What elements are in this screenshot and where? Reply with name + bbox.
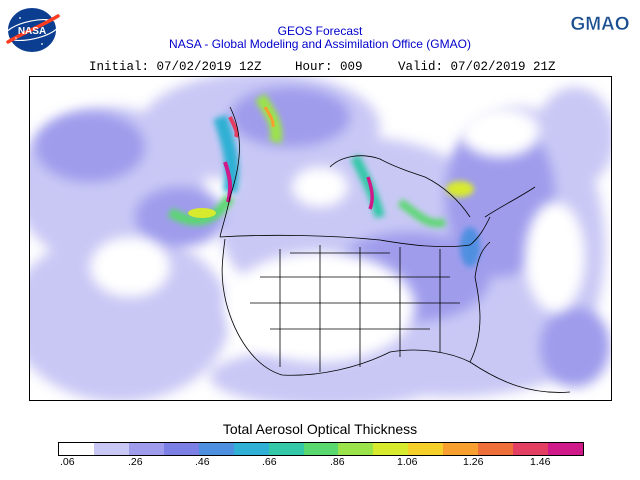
colorbar-swatch: [443, 443, 479, 455]
colorbar: [58, 442, 584, 456]
colorbar-tick-label: .06: [60, 456, 75, 468]
initial-time: Initial: 07/02/2019 12Z: [89, 60, 262, 74]
forecast-title: GEOS Forecast: [277, 24, 363, 38]
forecast-hour: Hour: 009: [295, 60, 363, 74]
organization-subtitle: NASA - Global Modeling and Assimilation …: [169, 37, 471, 51]
colorbar-swatch: [163, 443, 200, 455]
aerosol-field: [30, 77, 611, 400]
colorbar-swatch: [268, 443, 305, 455]
colorbar-tick-label: .46: [195, 456, 210, 468]
colorbar-tick-label: 1.46: [530, 456, 551, 468]
colorbar-swatch: [128, 443, 165, 455]
colorbar-tick-label: .26: [128, 456, 143, 468]
colorbar-tick-label: 1.26: [463, 456, 484, 468]
colorbar-swatch: [408, 443, 444, 455]
colorbar-swatch: [233, 443, 270, 455]
colorbar-tick-label: .86: [330, 456, 345, 468]
colorbar-swatch: [373, 443, 409, 455]
colorbar-tick-label: .66: [262, 456, 277, 468]
gmao-logo-text: GMAO: [570, 14, 629, 35]
colorbar-swatch: [338, 443, 374, 455]
nasa-logo-text: NASA: [18, 26, 46, 37]
colorbar-swatch: [478, 443, 514, 455]
colorbar-tick-label: 1.06: [397, 456, 418, 468]
gmao-logo: GMAO: [570, 14, 630, 35]
nasa-logo: NASA: [4, 8, 60, 52]
colorbar-title: Total Aerosol Optical Thickness: [222, 421, 418, 437]
colorbar-ticks: .06 .26 .46 .66 .86 1.06 1.26 1.46: [0, 456, 640, 470]
colorbar-swatch: [198, 443, 235, 455]
forecast-meta-row: Initial: 07/02/2019 12Z Hour: 009 Valid:…: [0, 60, 640, 74]
valid-time: Valid: 07/02/2019 21Z: [398, 60, 556, 74]
aerosol-map-canvas: [30, 77, 611, 400]
colorbar-swatch: [59, 443, 95, 455]
colorbar-swatch: [513, 443, 549, 455]
colorbar-swatch: [548, 443, 584, 455]
colorbar-swatch: [303, 443, 339, 455]
colorbar-swatch: [93, 443, 130, 455]
aerosol-map: [29, 76, 612, 401]
political-boundaries: [219, 106, 571, 393]
